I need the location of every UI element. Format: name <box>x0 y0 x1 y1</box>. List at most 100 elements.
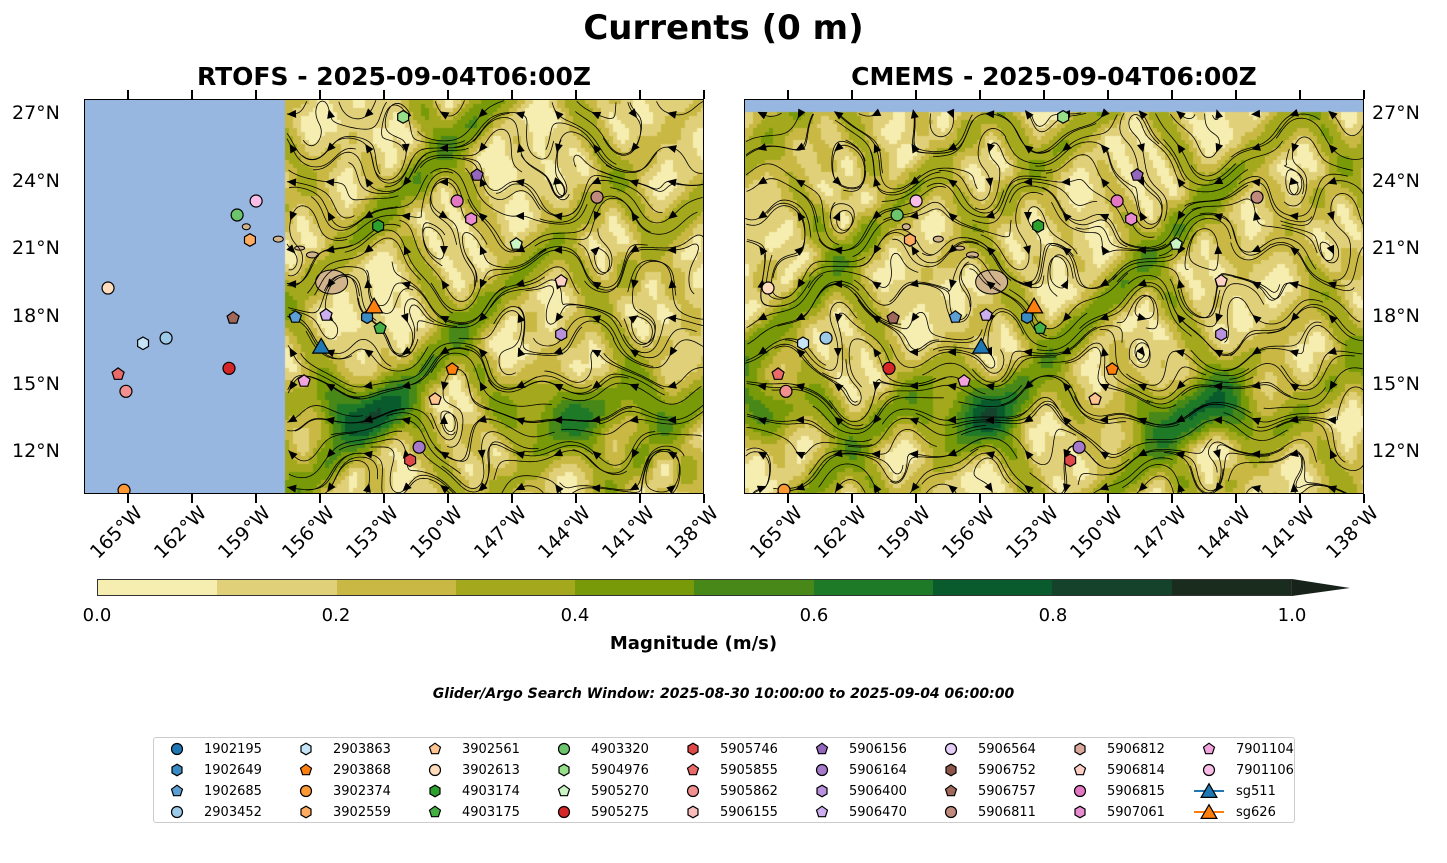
hawaii-island <box>975 269 1009 295</box>
float-marker-7901104[interactable] <box>957 374 971 387</box>
float-marker-5906470[interactable] <box>979 308 993 321</box>
float-marker-5906156[interactable] <box>470 168 484 181</box>
float-marker-4903175[interactable] <box>1033 321 1047 334</box>
legend-label: 5906400 <box>849 783 907 799</box>
float-marker-5907061[interactable] <box>465 212 478 226</box>
float-marker-sg511[interactable] <box>311 337 331 354</box>
tick-mark <box>446 90 449 99</box>
float-marker-sg626[interactable] <box>1024 297 1044 314</box>
float-marker-4903174[interactable] <box>372 219 385 233</box>
streamline <box>338 100 377 120</box>
float-marker-5906814[interactable] <box>1214 273 1228 287</box>
lon-tick-label: 147°W <box>470 502 532 564</box>
float-marker-3902613[interactable] <box>101 281 115 295</box>
float-marker-5905855[interactable] <box>771 367 785 380</box>
float-marker-5905855[interactable] <box>111 367 125 380</box>
float-marker-5906400[interactable] <box>1215 327 1228 342</box>
tick-mark <box>574 90 577 99</box>
streamline <box>512 485 544 493</box>
streamline <box>501 475 562 493</box>
streamline-arrow <box>795 451 806 460</box>
float-marker-3902374[interactable] <box>777 483 791 494</box>
float-marker-4903175[interactable] <box>373 321 387 334</box>
float-marker-5905862[interactable] <box>779 384 793 398</box>
float-marker-5907061[interactable] <box>1125 212 1138 226</box>
float-marker-5905746[interactable] <box>404 453 417 468</box>
float-marker-3902561[interactable] <box>1088 392 1102 405</box>
streamline-arrow <box>326 448 336 458</box>
tick-mark <box>703 90 705 99</box>
streamline-arrow <box>910 109 919 119</box>
float-marker-sg626[interactable] <box>364 297 384 314</box>
float-marker-sg511[interactable] <box>971 337 991 354</box>
float-marker-5904976[interactable] <box>1057 109 1070 124</box>
float-marker-1902685[interactable] <box>288 310 303 323</box>
float-marker-5905275[interactable] <box>882 361 896 375</box>
colorbar-tick-label: 0.4 <box>560 605 590 626</box>
float-marker-2903452[interactable] <box>819 331 833 345</box>
streamline-arrow <box>1101 245 1110 256</box>
float-marker-5906156[interactable] <box>1130 168 1144 181</box>
streamline-arrow <box>401 281 411 289</box>
tick-mark <box>1106 494 1109 503</box>
float-marker-3902559[interactable] <box>243 233 256 247</box>
legend-label: 4903174 <box>462 783 520 799</box>
streamline-arrow <box>287 109 297 118</box>
float-marker-3902559[interactable] <box>903 233 916 247</box>
float-marker-5905862[interactable] <box>119 384 133 398</box>
float-marker-7901106[interactable] <box>909 194 923 208</box>
lon-tick-label: 153°W <box>1002 502 1064 564</box>
float-marker-1902685[interactable] <box>948 310 963 323</box>
float-marker-5905275[interactable] <box>222 361 236 375</box>
tick-mark <box>190 90 193 99</box>
float-marker-3902561[interactable] <box>428 392 442 405</box>
streamline-arrow <box>1177 143 1186 154</box>
streamline-arrow <box>1062 246 1072 256</box>
float-marker-5905270[interactable] <box>1169 237 1183 250</box>
float-marker-5906757[interactable] <box>886 310 900 324</box>
circle-marker-icon <box>1202 763 1216 777</box>
float-marker-5906470[interactable] <box>319 308 333 321</box>
float-marker-5905270[interactable] <box>509 237 523 250</box>
float-marker-5905746[interactable] <box>1064 453 1077 468</box>
float-marker-3902613[interactable] <box>761 281 775 295</box>
float-marker-2903863[interactable] <box>796 336 810 351</box>
legend-label: sg511 <box>1236 783 1276 799</box>
streamline-arrow <box>591 315 601 323</box>
float-marker-1902649[interactable] <box>1021 310 1034 325</box>
streamline-arrow <box>629 383 640 392</box>
float-marker-5906400[interactable] <box>555 327 568 342</box>
figure-title: Currents (0 m) <box>583 8 864 48</box>
float-marker-4903320[interactable] <box>890 208 904 222</box>
float-marker-2903868[interactable] <box>1105 362 1119 375</box>
float-marker-5904976[interactable] <box>397 109 410 124</box>
lat-tick-label: 18°N <box>1372 305 1420 328</box>
tick-mark <box>786 494 789 503</box>
float-marker-2903868[interactable] <box>445 362 459 375</box>
float-marker-5906164[interactable] <box>1072 440 1086 454</box>
legend-item: 2903863 <box>289 739 391 759</box>
float-marker-7901106[interactable] <box>249 194 263 208</box>
legend-label: 5905270 <box>591 783 649 799</box>
float-marker-5906815[interactable] <box>450 194 464 208</box>
float-marker-7901104[interactable] <box>297 374 311 387</box>
float-marker-5906814[interactable] <box>554 273 568 287</box>
float-marker-5906164[interactable] <box>412 440 426 454</box>
lon-tick-label: 165°W <box>86 502 148 564</box>
float-marker-1902649[interactable] <box>361 310 374 325</box>
streamline <box>414 128 523 174</box>
float-marker-4903174[interactable] <box>1032 219 1045 233</box>
streamline-arrow <box>629 482 640 491</box>
float-marker-5906757[interactable] <box>226 310 240 324</box>
float-marker-3902374[interactable] <box>117 483 131 494</box>
float-marker-2903863[interactable] <box>136 336 150 351</box>
float-marker-5906811[interactable] <box>1250 190 1264 204</box>
float-marker-5906815[interactable] <box>1110 194 1124 208</box>
float-marker-4903320[interactable] <box>230 208 244 222</box>
streamline-arrow <box>555 483 564 493</box>
float-marker-5906811[interactable] <box>590 190 604 204</box>
legend-label: 3902559 <box>333 804 391 820</box>
float-marker-2903452[interactable] <box>159 331 173 345</box>
streamline-arrow <box>985 110 995 119</box>
streamline-arrow <box>553 448 564 457</box>
